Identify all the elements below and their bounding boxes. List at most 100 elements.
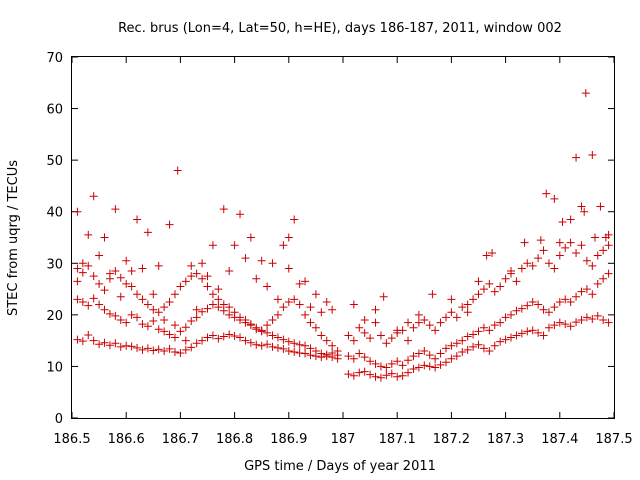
data-point	[192, 269, 201, 278]
data-point	[409, 323, 418, 332]
data-point	[591, 233, 600, 242]
data-point	[452, 339, 461, 348]
data-point	[116, 342, 125, 351]
data-point	[78, 259, 87, 268]
data-point	[441, 344, 450, 353]
data-point	[404, 318, 413, 327]
data-point	[441, 358, 450, 367]
plot-frame	[71, 56, 615, 419]
data-point	[479, 323, 488, 332]
data-point	[295, 349, 304, 358]
chart-title: Rec. brus (Lon=4, Lat=50, h=HE), days 18…	[118, 21, 562, 36]
data-point	[138, 264, 147, 273]
data-point	[588, 314, 597, 323]
y-tick-label: 40	[46, 206, 63, 221]
data-point	[160, 327, 169, 336]
data-point	[219, 205, 228, 214]
data-point	[89, 294, 98, 303]
data-point	[463, 300, 472, 309]
data-point	[550, 303, 559, 312]
data-point	[208, 300, 217, 309]
data-point	[582, 256, 591, 265]
data-point	[561, 320, 570, 329]
data-point	[382, 371, 391, 380]
data-point	[268, 316, 277, 325]
data-point	[366, 334, 375, 343]
data-point	[165, 220, 174, 229]
data-point	[116, 316, 125, 325]
data-point	[566, 297, 575, 306]
data-point	[154, 261, 163, 270]
y-tick-label: 30	[46, 257, 63, 272]
data-point	[78, 268, 87, 277]
data-point	[295, 340, 304, 349]
data-point	[523, 259, 532, 268]
data-point	[474, 340, 483, 349]
data-point	[273, 343, 282, 352]
data-point	[295, 300, 304, 309]
data-point	[100, 305, 109, 314]
data-point	[398, 371, 407, 380]
data-point	[398, 361, 407, 370]
data-point	[344, 352, 353, 361]
data-point	[219, 332, 228, 341]
data-point	[111, 267, 120, 276]
data-point	[534, 254, 543, 263]
data-point	[170, 333, 179, 342]
data-point	[143, 228, 152, 237]
data-point	[214, 295, 223, 304]
data-point	[284, 346, 293, 355]
data-point	[241, 336, 250, 345]
data-point	[360, 316, 369, 325]
data-point	[539, 246, 548, 255]
data-point	[198, 274, 207, 283]
data-point	[322, 297, 331, 306]
data-point	[181, 336, 190, 345]
data-point	[596, 202, 605, 211]
data-point	[122, 279, 131, 288]
data-point	[550, 321, 559, 330]
data-point	[376, 373, 385, 382]
data-point	[355, 368, 364, 377]
data-point	[279, 303, 288, 312]
data-point	[404, 356, 413, 365]
x-axis: 186.5 186.6 186.7 186.8 186.9 187 187.1 187.2 18…	[53, 57, 633, 447]
data-point	[387, 334, 396, 343]
data-point	[534, 328, 543, 337]
y-tick-label: 20	[46, 309, 63, 324]
data-point	[100, 233, 109, 242]
data-point	[488, 248, 497, 257]
data-point	[428, 290, 437, 299]
data-point	[523, 327, 532, 336]
data-point	[555, 238, 564, 247]
y-tick-label: 0	[55, 412, 63, 427]
data-point	[474, 290, 483, 299]
data-point	[544, 308, 553, 317]
data-point	[263, 321, 272, 330]
x-tick-label: 187.4	[541, 432, 578, 447]
data-point	[517, 329, 526, 338]
data-point	[328, 353, 337, 362]
data-point	[572, 318, 581, 327]
data-point	[252, 323, 261, 332]
x-axis-label: GPS time / Days of year 2011	[244, 459, 436, 474]
data-point	[198, 336, 207, 345]
data-point	[588, 290, 597, 299]
data-point	[263, 328, 272, 337]
data-point	[599, 274, 608, 283]
data-point	[409, 365, 418, 374]
data-point	[284, 264, 293, 273]
data-point	[366, 357, 375, 366]
data-point	[436, 349, 445, 358]
x-tick-label: 186.8	[216, 432, 253, 447]
data-point	[577, 202, 586, 211]
data-point	[536, 236, 545, 245]
data-point	[447, 295, 456, 304]
data-point	[149, 346, 158, 355]
data-point	[593, 279, 602, 288]
data-point	[257, 341, 266, 350]
data-point	[284, 233, 293, 242]
x-tick-label: 187.3	[487, 432, 524, 447]
data-point	[555, 297, 564, 306]
